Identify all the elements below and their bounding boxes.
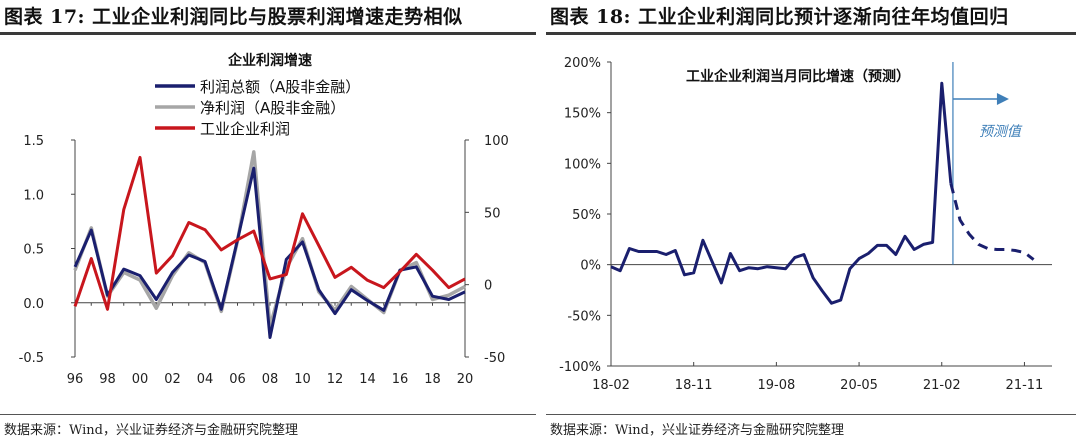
forecast-arrow-head <box>996 93 1009 105</box>
legend-label-0: 利润总额（A股非金融） <box>200 78 360 96</box>
source-note: 数据来源：Wind，兴业证券经济与金融研究院整理 <box>4 423 298 438</box>
x-tick-label: 00 <box>132 372 149 387</box>
x-tick-label: 06 <box>229 372 246 387</box>
left-tick-label: 0.0 <box>23 297 44 312</box>
x-tick-label: 20 <box>457 372 474 387</box>
y-tick-label: 150% <box>564 107 601 122</box>
panel-figure-17: 图表 17: 工业企业利润同比与股票利润增速走势相似 企业利润增速 -0.5 0.0… <box>0 6 536 438</box>
forecast-annotation: 预测值 <box>979 124 1023 140</box>
x-tick-label: 02 <box>164 372 181 387</box>
x-tick-label: 20-05 <box>840 378 878 393</box>
x-tick-label: 18-02 <box>592 378 630 393</box>
y-tick-label: -100% <box>559 360 601 375</box>
x-tick-label: 18-11 <box>675 378 713 393</box>
x-tick-label: 08 <box>262 372 279 387</box>
y-tick-label: 50% <box>572 208 601 223</box>
chart-title: 工业企业利润当月同比增速（预测） <box>686 68 910 85</box>
figure-17-label: 图表 17: 工业企业利润同比与股票利润增速走势相似 <box>4 6 463 28</box>
right-tick-label: -50 <box>484 351 505 366</box>
y-tick-label: 200% <box>564 56 601 71</box>
left-tick-label: 0.5 <box>23 243 44 258</box>
x-tick-label: 04 <box>197 372 214 387</box>
y-tick-label: 0% <box>580 259 601 274</box>
source-rule <box>546 414 1076 415</box>
x-tick-label: 12 <box>327 372 344 387</box>
profit-growth-chart: 企业利润增速 -0.5 0.0 0.5 1.0 1.5 -50 0 50 100 96 98 00 02 0… <box>19 52 509 387</box>
right-tick-label: 100 <box>484 134 509 149</box>
x-tick-label: 16 <box>392 372 409 387</box>
left-tick-label: 1.0 <box>23 188 44 203</box>
left-tick-label: -0.5 <box>19 351 44 366</box>
title-rule <box>0 32 536 35</box>
title-rule <box>546 32 1076 35</box>
x-tick-label: 98 <box>99 372 116 387</box>
x-tick-label: 14 <box>359 372 376 387</box>
legend-label-2: 工业企业利润 <box>200 120 290 138</box>
panel-figure-18: 图表 18: 工业企业利润同比预计逐渐向往年均值回归 -100% -50% 0% 50… <box>546 0 1080 444</box>
x-tick-label: 18 <box>424 372 441 387</box>
x-tick-label: 10 <box>294 372 311 387</box>
right-tick-label: 0 <box>484 279 492 294</box>
legend-label-1: 净利润（A股非金融） <box>200 99 345 117</box>
x-tick-label: 21-02 <box>923 378 961 393</box>
industrial-profit-forecast-chart: -100% -50% 0% 50% 100% 150% 200% 18-02 18-11 19-0… <box>559 56 1052 393</box>
x-tick-label: 96 <box>67 372 84 387</box>
source-rule <box>0 414 536 415</box>
series-line-forecast <box>949 183 1035 261</box>
chart-title: 企业利润增速 <box>227 52 312 69</box>
source-note: 数据来源：Wind，兴业证券经济与金融研究院整理 <box>550 423 844 438</box>
series-line-2 <box>73 155 466 311</box>
x-tick-label: 19-08 <box>757 378 795 393</box>
x-tick-label: 21-11 <box>1006 378 1044 393</box>
y-tick-label: 100% <box>564 157 601 172</box>
right-tick-label: 50 <box>484 206 501 221</box>
series-line-actual <box>610 81 953 305</box>
y-tick-label: -50% <box>567 309 601 324</box>
figure-18-label: 图表 18: 工业企业利润同比预计逐渐向往年均值回归 <box>550 6 1009 28</box>
left-tick-label: 1.5 <box>23 134 44 149</box>
